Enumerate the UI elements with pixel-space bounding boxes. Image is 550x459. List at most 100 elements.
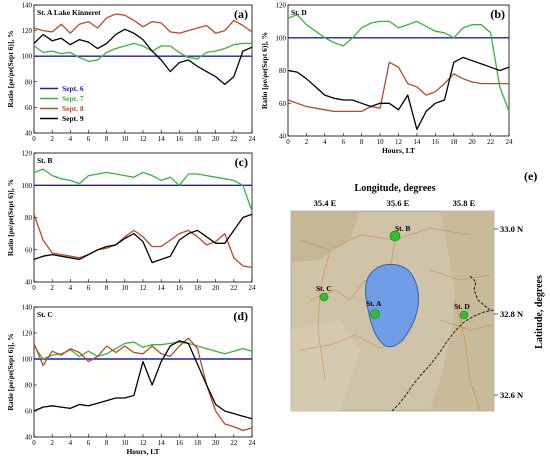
y-tick-label: 100	[22, 356, 33, 364]
x-tick-label: 16	[176, 439, 184, 447]
x-tick-label: 6	[87, 439, 91, 447]
x-tick-label: 8	[105, 439, 109, 447]
legend-label-sept-7: Sept. 7	[62, 94, 84, 103]
lake-kinneret	[365, 263, 419, 348]
y-tick-label: 60	[25, 246, 33, 254]
x-tick-label: 12	[140, 135, 148, 143]
lon-label-3: 35.8 E	[453, 198, 476, 208]
x-tick-label: 14	[158, 439, 166, 447]
series-sept-7	[287, 14, 510, 112]
y-tick-label: 80	[279, 67, 287, 75]
station-a-marker	[370, 309, 380, 319]
series-sept-9	[33, 340, 253, 420]
map-longitude-title: Longitude, degrees	[355, 183, 436, 194]
series-sept-8	[33, 13, 253, 34]
y-tick-label: 120	[22, 27, 33, 35]
map-terrain-southwest	[291, 320, 360, 411]
plot-frame	[33, 306, 253, 438]
station-b-marker	[389, 230, 401, 242]
x-tick-label: 2	[50, 439, 54, 447]
y-tick-label: 120	[22, 330, 33, 338]
lat-label-2: 32.8 N	[500, 309, 524, 319]
x-tick-label: 8	[105, 284, 109, 292]
panel-e-letter: (e)	[524, 169, 537, 183]
panel-title: St. D	[291, 8, 307, 17]
y-tick-label: 100	[22, 53, 33, 61]
y-tick-label: 60	[279, 100, 287, 108]
x-tick-label: 18	[194, 135, 202, 143]
y-tick-label: 120	[276, 2, 287, 10]
x-tick-label: 18	[194, 284, 202, 292]
series-sept-7	[33, 168, 253, 212]
x-tick-label: 20	[212, 439, 220, 447]
y-tick-label: 140	[22, 304, 33, 312]
station-a-label: St. A	[366, 299, 382, 308]
series-sept-7	[33, 341, 253, 360]
panel-d-st-c: 0 2 4 6 8 10 12 14 16 18 20 22 24406080100120140St. …	[6, 304, 256, 457]
x-tick-label: 0	[286, 138, 290, 146]
x-tick-label: 14	[413, 138, 421, 146]
x-tick-label: 0	[32, 284, 36, 292]
x-tick-label: 4	[69, 439, 73, 447]
map-terrain-east	[430, 211, 494, 411]
x-tick-label: 24	[249, 135, 257, 143]
x-tick-label: 10	[121, 439, 129, 447]
panel-title: St. B	[37, 156, 52, 165]
x-tick-label: 4	[69, 284, 73, 292]
series-sept-9	[287, 56, 510, 131]
x-tick-label: 2	[50, 135, 54, 143]
x-tick-label: 16	[176, 284, 184, 292]
panel-a-st-a: 0 2 4 6 8 10 12 14 16 18 20 22 24406080100120140St. …	[6, 2, 256, 144]
x-tick-label: 14	[158, 284, 166, 292]
x-tick-label: 20	[469, 138, 477, 146]
series-sept-7	[33, 42, 252, 62]
x-tick-label: 0	[32, 135, 36, 143]
x-tick-label: 8	[360, 138, 364, 146]
panel-letter: (a)	[234, 7, 248, 21]
x-tick-label: 24	[249, 284, 257, 292]
panel-title: St. C	[37, 310, 53, 319]
series-sept-8	[287, 61, 509, 113]
x-tick-label: 14	[158, 135, 166, 143]
y-tick-label: 140	[22, 2, 33, 10]
x-tick-label: 24	[249, 439, 257, 447]
x-tick-label: 22	[230, 135, 238, 143]
map-terrain-northwest	[291, 211, 360, 262]
y-tick-label: 60	[25, 104, 33, 112]
station-b-label: St. B	[395, 224, 410, 233]
panel-letter: (d)	[233, 309, 248, 323]
x-tick-label: 6	[87, 284, 91, 292]
y-axis-label: Ratio [ρe/ρe(Sept 6)], %	[6, 179, 15, 256]
y-axis-label: Ratio [ρe/ρe(Sept 6)], %	[260, 32, 269, 109]
x-tick-label: 20	[212, 284, 220, 292]
series-sept-8	[33, 214, 253, 269]
station-d-marker	[459, 310, 469, 320]
station-c-label: St. C	[316, 284, 332, 293]
y-tick-label: 60	[25, 408, 33, 416]
series-sept-9	[33, 213, 253, 264]
map-latitude-title: Latitude, degrees	[534, 275, 545, 349]
x-tick-label: 22	[230, 284, 238, 292]
map-border-line	[391, 275, 495, 412]
y-tick-label: 40	[25, 279, 33, 287]
panel-title: St. A Lake Kinneret	[37, 8, 101, 17]
station-d-label: St. D	[454, 302, 470, 311]
x-tick-label: 2	[305, 138, 309, 146]
x-tick-label: 10	[121, 135, 129, 143]
x-tick-label: 10	[121, 284, 129, 292]
series-sept-8	[33, 337, 253, 432]
x-tick-label: 4	[323, 138, 327, 146]
x-axis-label: Hours, LT	[126, 447, 159, 456]
lat-label-1: 33.0 N	[500, 224, 524, 234]
x-tick-label: 12	[140, 284, 148, 292]
x-tick-label: 12	[140, 439, 148, 447]
legend-label-sept-8: Sept. 8	[62, 104, 84, 113]
x-tick-label: 18	[194, 439, 202, 447]
x-tick-label: 22	[487, 138, 495, 146]
x-axis-label: Hours, LT	[382, 146, 415, 155]
legend-label-sept-6: Sept. 6	[62, 84, 84, 93]
y-tick-label: 100	[22, 182, 33, 190]
panel-e-map: (e) Longitude, degrees 35.4 E 35.6 E 35.…	[290, 169, 545, 412]
x-tick-label: 18	[450, 138, 458, 146]
